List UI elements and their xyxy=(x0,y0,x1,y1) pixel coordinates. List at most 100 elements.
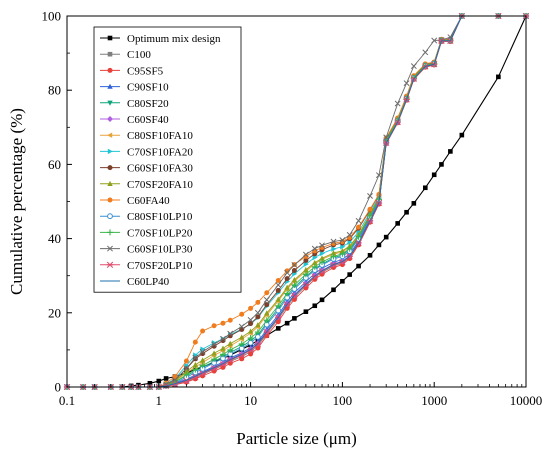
data-point xyxy=(403,80,410,87)
legend-label: C80SF10FA10 xyxy=(127,130,193,142)
legend-marker xyxy=(107,132,113,138)
data-point xyxy=(438,37,445,44)
legend-item: C70SF10FA20 xyxy=(100,146,193,158)
data-point xyxy=(496,74,501,80)
data-point xyxy=(367,192,373,199)
x-tick-label: 0.1 xyxy=(59,393,75,408)
data-point xyxy=(319,250,325,257)
data-point xyxy=(302,251,309,258)
legend-label: C95SF5 xyxy=(127,65,164,77)
legend-marker xyxy=(107,197,113,203)
data-point xyxy=(356,229,362,235)
legend-label: Optimum mix design xyxy=(127,33,221,45)
data-point xyxy=(254,334,261,340)
legend-item: C100 xyxy=(100,49,151,61)
data-point xyxy=(248,305,254,311)
legend-item: C60SF40 xyxy=(100,114,169,126)
legend-label: C80SF10LP10 xyxy=(127,211,193,223)
data-point xyxy=(211,323,217,329)
data-point xyxy=(367,206,373,212)
data-point xyxy=(227,340,233,346)
legend-item: C60FA40 xyxy=(100,195,170,207)
data-point xyxy=(339,237,346,244)
data-point xyxy=(199,357,206,363)
legend-label: C60SF10FA30 xyxy=(127,163,193,175)
legend-item: C60SF10LP30 xyxy=(100,244,193,256)
data-point xyxy=(376,242,382,248)
data-point xyxy=(247,339,254,346)
x-tick-label: 100 xyxy=(333,393,353,408)
data-point xyxy=(200,328,206,334)
legend-marker xyxy=(107,229,113,236)
data-point xyxy=(383,234,389,240)
data-point xyxy=(264,310,270,316)
data-point xyxy=(431,172,437,178)
data-point xyxy=(248,321,254,327)
legend-marker xyxy=(107,165,113,171)
data-point xyxy=(183,365,190,372)
data-point xyxy=(355,233,362,240)
data-point xyxy=(275,288,281,294)
data-point xyxy=(284,276,290,282)
data-point xyxy=(303,257,309,263)
data-point xyxy=(339,250,346,257)
data-point xyxy=(211,350,217,356)
data-point xyxy=(394,100,401,107)
data-point xyxy=(147,380,153,386)
data-point xyxy=(291,276,298,282)
data-point xyxy=(312,254,318,261)
data-point xyxy=(275,307,282,314)
data-point xyxy=(459,132,465,138)
legend-item: C70SF20FA10 xyxy=(100,179,193,191)
x-tick-label: 10000 xyxy=(510,393,543,408)
legend-item: C80SF20 xyxy=(100,98,169,110)
data-point xyxy=(319,258,326,265)
data-point xyxy=(156,378,162,384)
legend-marker xyxy=(107,245,113,252)
data-point xyxy=(367,252,373,258)
x-tick-label: 1000 xyxy=(421,393,447,408)
data-point xyxy=(255,314,261,320)
data-point xyxy=(423,185,428,191)
data-point xyxy=(247,335,254,342)
legend-marker xyxy=(107,67,113,73)
data-point xyxy=(330,253,337,260)
data-point xyxy=(227,346,234,353)
legend-label: C60SF10LP30 xyxy=(127,244,193,256)
data-point xyxy=(339,247,346,254)
legend-item: C70SF10LP20 xyxy=(100,227,193,239)
data-point xyxy=(284,290,291,297)
data-point xyxy=(312,303,318,309)
legend-marker xyxy=(107,35,113,41)
data-point xyxy=(292,316,297,321)
x-axis-title: Particle size (μm) xyxy=(236,429,357,448)
y-tick-label: 20 xyxy=(48,305,61,320)
data-point xyxy=(347,272,352,277)
data-point xyxy=(275,282,282,288)
legend-label: C60SF40 xyxy=(127,114,169,126)
data-point xyxy=(239,356,245,362)
data-point xyxy=(284,269,291,276)
legend-label: C70SF20LP10 xyxy=(127,260,193,272)
data-point xyxy=(263,296,270,303)
data-point xyxy=(183,368,190,374)
data-point xyxy=(355,217,362,224)
data-point xyxy=(302,271,309,278)
data-point xyxy=(199,348,206,355)
data-point xyxy=(183,358,189,364)
axes: 0.1 1 10 100 1000 10000 0 20 40 60 80 100 xyxy=(42,9,543,409)
data-point xyxy=(220,345,226,351)
data-point xyxy=(275,296,281,302)
data-point xyxy=(448,149,453,154)
data-point xyxy=(291,281,298,288)
data-point xyxy=(254,329,261,336)
data-point xyxy=(255,322,261,328)
data-point xyxy=(410,63,417,70)
legend-label: C100 xyxy=(127,49,151,61)
data-point xyxy=(211,341,218,348)
data-point xyxy=(220,320,226,326)
data-point xyxy=(284,284,290,290)
data-point xyxy=(284,320,290,326)
data-point xyxy=(346,245,353,252)
